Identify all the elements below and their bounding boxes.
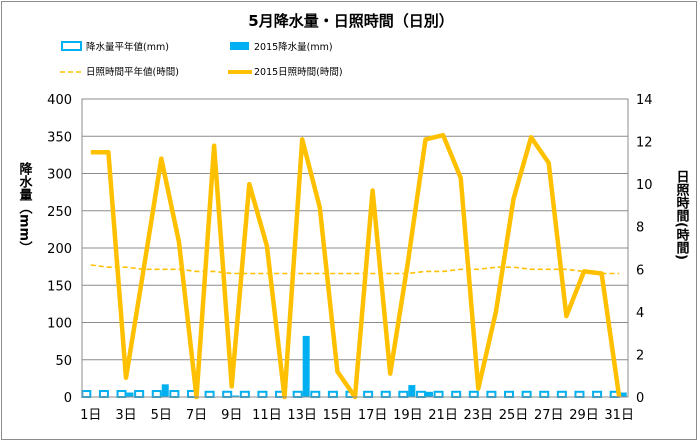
bar-2015-precip [619, 392, 627, 397]
x-tick-label: 7日 [186, 408, 207, 423]
bar-normal-precip [257, 390, 268, 399]
y-right-tick-label: 6 [636, 263, 644, 278]
bar-normal-precip [556, 390, 567, 399]
bar-normal-precip [169, 390, 180, 399]
bar-normal-precip [574, 390, 585, 399]
legend: 降水量平年値(mm) 2015降水量(mm) 日照時間平年値(時間) 2015日… [60, 41, 343, 78]
legend-label-2015-precip: 2015降水量(mm) [254, 41, 333, 53]
bar-2015-precip [126, 392, 134, 397]
line-2015-sun [90, 132, 622, 400]
x-tick-label: 15日 [323, 408, 353, 423]
y-right-tick-label: 10 [636, 178, 653, 193]
x-tick-label: 29日 [569, 408, 599, 423]
y-left-tick-label: 50 [55, 354, 72, 369]
bar-normal-precip [134, 390, 145, 399]
legend-label-2015-sun: 2015日照時間(時間) [254, 67, 343, 78]
x-tick-label: 27日 [534, 408, 564, 423]
bar-normal-precip [81, 390, 92, 399]
legend-swatch-normal-precip [61, 41, 82, 51]
x-tick-label: 13日 [287, 408, 317, 423]
x-tick-label: 5日 [151, 408, 172, 423]
legend-label-normal-sun: 日照時間平年値(時間) [86, 66, 179, 78]
y-left-tick-label: 300 [47, 168, 72, 183]
bar-normal-precip [98, 390, 109, 399]
x-tick-label: 23日 [464, 408, 494, 423]
y-left-tick-label: 250 [47, 205, 72, 220]
y-axis-right-title: 日照時間(時間) [674, 170, 690, 260]
bar-normal-precip [415, 390, 426, 399]
series-2015-sun [90, 132, 622, 400]
legend-label-normal-precip: 降水量平年値(mm) [86, 41, 169, 53]
bar-2015-precip [302, 335, 310, 397]
bar-normal-precip [504, 390, 515, 399]
y-left-tick-label: 200 [47, 242, 72, 257]
x-axis-ticks: 1日 3日 5日 7日 9日 11日 13日 15日 17日 19日 21日 23日 25日 27日 29日… [80, 408, 634, 423]
y-axis-left-ticks: 0 50 100 150 200 250 300 350 400 [47, 93, 72, 406]
bar-normal-precip [468, 390, 479, 399]
y-left-tick-label: 100 [47, 317, 72, 332]
bar-normal-precip [239, 390, 250, 399]
bar-normal-precip [222, 390, 233, 399]
y-left-tick-label: 400 [47, 93, 72, 108]
bar-normal-precip [292, 390, 303, 399]
y-axis-left-title: 降水量（mm） [17, 161, 34, 254]
y-right-tick-label: 2 [636, 348, 644, 363]
line-normal-sun [90, 264, 620, 275]
y-right-tick-label: 8 [636, 221, 644, 236]
y-left-tick-label: 150 [47, 279, 72, 294]
bar-normal-precip [486, 390, 497, 399]
y-right-tick-label: 14 [636, 93, 653, 108]
chart-title: 5月降水量・日照時間（日別） [248, 12, 453, 30]
bar-normal-precip [539, 390, 550, 399]
y-right-tick-label: 4 [636, 306, 644, 321]
y-right-tick-label: 12 [636, 136, 653, 151]
x-tick-label: 11日 [252, 408, 282, 423]
bar-normal-precip [521, 390, 532, 399]
series-normal-sun [90, 264, 620, 275]
x-tick-label: 1日 [80, 408, 101, 423]
y-left-tick-label: 350 [47, 130, 72, 145]
bar-normal-precip [363, 390, 374, 399]
x-tick-label: 9日 [221, 408, 242, 423]
x-tick-label: 3日 [115, 408, 136, 423]
bar-normal-precip [204, 390, 215, 399]
bar-2015-precip [161, 384, 169, 397]
x-tick-label: 31日 [604, 408, 634, 423]
y-left-tick-label: 0 [64, 391, 72, 406]
bar-normal-precip [398, 390, 409, 399]
gridlines [82, 98, 628, 398]
x-tick-label: 17日 [358, 408, 388, 423]
bar-normal-precip [327, 390, 338, 399]
legend-swatch-2015-precip [230, 42, 249, 50]
bar-normal-precip [592, 390, 603, 399]
bar-normal-precip [310, 390, 321, 399]
bar-2015-precip [425, 391, 433, 397]
plot-area [81, 98, 629, 398]
y-right-tick-label: 0 [636, 391, 644, 406]
x-tick-label: 25日 [499, 408, 529, 423]
bar-normal-precip [116, 390, 127, 399]
x-tick-label: 19日 [393, 408, 423, 423]
bar-normal-precip [151, 390, 162, 399]
x-tick-label: 21日 [428, 408, 458, 423]
bar-2015-precip [232, 395, 240, 397]
bar-normal-precip [433, 390, 444, 399]
bar-normal-precip [451, 390, 462, 399]
y-axis-right-ticks: 0 2 4 6 8 10 12 14 [636, 93, 653, 406]
bar-2015-precip [408, 385, 416, 397]
bar-normal-precip [380, 390, 391, 399]
series-2015-precip [126, 335, 627, 397]
